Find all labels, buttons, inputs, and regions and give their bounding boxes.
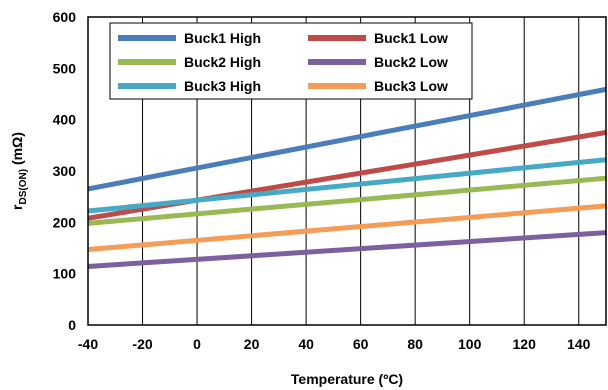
y-tick-label: 0 — [68, 317, 76, 333]
y-axis-title-main: r — [9, 204, 25, 210]
legend-label: Buck2 Low — [374, 54, 448, 70]
y-tick-label: 200 — [53, 214, 77, 230]
y-axis-title: rDS(ON) (mΩ) — [9, 132, 29, 210]
x-tick-label: 60 — [353, 336, 369, 352]
legend: Buck1 High Buck1 Low Buck2 High Buck2 Low Bu… — [109, 22, 473, 100]
x-axis-title: Temperature (ºC) — [291, 371, 403, 387]
x-tick-label: 0 — [193, 336, 201, 352]
series-line-buck1-high — [87, 86, 607, 192]
x-tick-label: 100 — [458, 336, 482, 352]
series-line-buck2-low — [87, 230, 607, 269]
legend-label: Buck2 High — [184, 54, 261, 70]
plot-frame — [87, 16, 607, 326]
series-lines — [87, 86, 607, 269]
legend-label: Buck1 High — [184, 30, 261, 46]
x-tick-label: 140 — [567, 336, 591, 352]
x-tick-label: 20 — [244, 336, 260, 352]
series-line-buck3-low — [87, 203, 607, 253]
legend-label: Buck3 High — [184, 78, 261, 94]
y-tick-label: 300 — [53, 163, 77, 179]
x-tick-label: 80 — [407, 336, 423, 352]
x-tick-label: 40 — [298, 336, 314, 352]
y-tick-label: 500 — [53, 60, 77, 76]
y-tick-label: 600 — [53, 9, 77, 25]
y-tick-label: 100 — [53, 266, 77, 282]
series-line-buck2-high — [87, 175, 607, 226]
x-tick-label: -20 — [132, 336, 152, 352]
y-axis-title-unit: (mΩ) — [9, 132, 25, 169]
tick-labels: -40 -20 0 20 40 60 80 100 120 140 0 100 200 300 400 500… — [53, 9, 591, 352]
legend-label: Buck3 Low — [374, 78, 448, 94]
y-axis-title-subscript: DS(ON) — [18, 169, 29, 205]
y-tick-label: 400 — [53, 112, 77, 128]
series-line-buck3-high — [87, 157, 607, 214]
x-tick-label: 120 — [513, 336, 537, 352]
legend-label: Buck1 Low — [374, 30, 448, 46]
x-tick-label: -40 — [78, 336, 98, 352]
